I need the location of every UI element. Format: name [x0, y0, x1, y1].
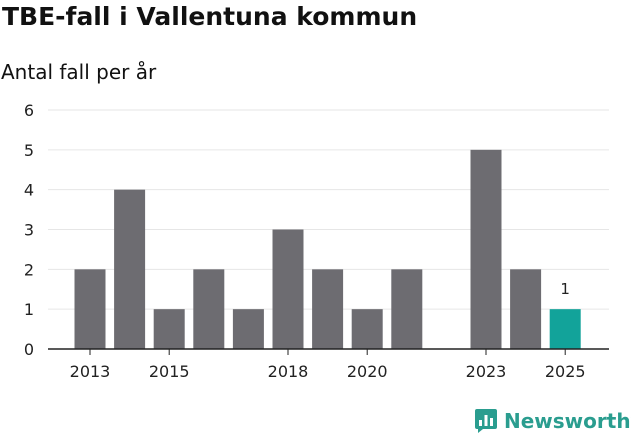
bar — [272, 229, 304, 349]
bar — [510, 269, 542, 349]
x-tick-label: 2015 — [149, 362, 190, 381]
bar — [153, 309, 185, 349]
y-tick-label: 3 — [24, 221, 34, 240]
y-tick-label: 2 — [24, 260, 34, 279]
x-tick-label: 2013 — [70, 362, 111, 381]
brand-logo: Newsworthy — [474, 408, 631, 434]
y-tick-label: 0 — [24, 340, 34, 359]
bar — [312, 269, 344, 349]
x-tick-label: 2023 — [466, 362, 507, 381]
data-label: 1 — [560, 280, 570, 298]
bar — [391, 269, 423, 349]
x-tick-label: 2025 — [545, 362, 586, 381]
brand-name: Newsworthy — [504, 409, 631, 433]
bar — [351, 309, 383, 349]
x-tick-label: 2020 — [347, 362, 388, 381]
bar — [114, 189, 146, 349]
x-tick-label: 2018 — [268, 362, 309, 381]
bar — [232, 309, 264, 349]
y-tick-label: 4 — [24, 181, 34, 200]
y-tick-label: 6 — [24, 101, 34, 120]
bar-chart-logo-icon — [475, 409, 497, 433]
y-tick-label: 5 — [24, 141, 34, 160]
bar — [193, 269, 225, 349]
chart-subtitle: Antal fall per år — [1, 60, 157, 84]
bar — [470, 149, 502, 349]
bar — [74, 269, 106, 349]
y-tick-label: 1 — [24, 300, 34, 319]
bar — [549, 309, 581, 349]
chart-title: TBE-fall i Vallentuna kommun — [2, 2, 418, 31]
